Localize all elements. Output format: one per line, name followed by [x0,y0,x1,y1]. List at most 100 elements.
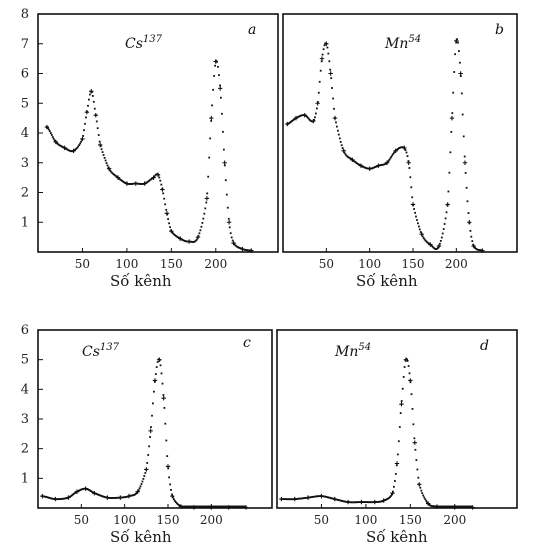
trace-dot [457,505,460,508]
trace-dot [74,491,77,494]
trace-dot [380,164,383,166]
trace-dot [295,117,297,120]
trace-dot [468,222,471,224]
trace-dot [337,129,339,132]
trace-dot [321,53,324,56]
trace-dot [299,497,301,500]
trace-dot [420,489,423,492]
trace-dot [405,358,408,360]
trace-dot [450,505,453,508]
trace-dot [327,496,330,499]
trace-dot [215,505,218,508]
trace-dot [300,114,303,117]
trace-dot [153,175,156,178]
trace-dot [141,480,144,483]
trace-dot [418,228,421,231]
trace-dot [129,183,131,185]
x-tick-label: 150 [399,513,422,527]
trace-dot [107,166,110,169]
trace-dot [452,91,455,94]
trace-dot [326,46,329,49]
trace-dot [78,489,81,492]
trace-dot [111,172,114,175]
trace-dot [312,495,315,498]
trace-dot [237,505,240,508]
trace-dot [390,156,393,158]
trace-dot [180,505,183,508]
trace-dot [244,505,247,508]
trace-dot [342,149,345,152]
trace-dot [107,496,109,499]
trace-dot [461,113,464,116]
trace-dot [410,186,413,189]
trace-dot [233,243,236,246]
y-tick-label: 5 [21,353,29,368]
trace-dot [176,235,178,238]
trace-dot [50,134,53,136]
trace-dot [205,505,208,508]
trace-dot [157,174,160,177]
trace-dot [231,239,234,242]
trace-dot [66,497,68,499]
trace-dot [296,116,299,118]
trace-dot [327,52,330,55]
trace-dot [370,501,373,504]
trace-dot [396,453,399,456]
trace-dot [188,240,191,243]
trace-dot [184,505,187,508]
trace-dot [421,492,424,494]
x-tick-label: 200 [443,513,466,527]
trace-dot [115,175,118,178]
trace-dot [344,153,347,156]
trace-dot [449,151,452,154]
trace-dot [128,183,130,185]
trace-dot [437,247,439,249]
trace-dot [314,495,317,498]
trace-dot [127,495,129,498]
y-tick-label: 6 [21,67,29,82]
trace-dot [150,426,152,428]
trace-dot [139,183,142,185]
trace-dot [159,364,162,367]
trace-dot [173,233,175,236]
trace-dot [116,176,119,178]
x-tick-label: 50 [74,513,89,527]
trace-dot [226,505,229,508]
trace-dot [364,501,367,503]
trace-dot [195,239,198,241]
trace-dot [105,496,108,499]
trace-dot [213,75,215,77]
trace-dot [414,211,416,214]
trace-dot [404,149,407,151]
trace-dot [161,187,164,190]
trace-dot [449,505,452,508]
trace-dot [430,504,432,507]
trace-dot [41,495,44,497]
trace-dot [98,140,101,143]
trace-dot [443,223,446,225]
trace-dot [44,495,47,498]
trace-dot [158,176,161,179]
trace-dot [467,212,470,214]
trace-dot [447,505,450,508]
trace-dot [47,128,50,131]
trace-dot [138,183,141,185]
trace-dot [466,505,469,508]
trace-dot [198,505,201,508]
trace-dot [296,498,298,500]
trace-dot [343,500,345,503]
trace-dot [436,505,438,508]
trace-dot [413,437,416,440]
trace-dot [345,154,348,157]
panel-letter-b: b [495,22,504,38]
trace-dot [411,408,414,410]
trace-dot [70,495,72,497]
trace-dot [176,503,179,505]
trace-dot [90,90,92,93]
trace-dot [406,360,409,362]
data-point [319,56,325,61]
trace-dot [144,182,147,185]
trace-dot [400,400,403,402]
trace-dot [54,498,57,500]
trace-dot [403,147,406,150]
